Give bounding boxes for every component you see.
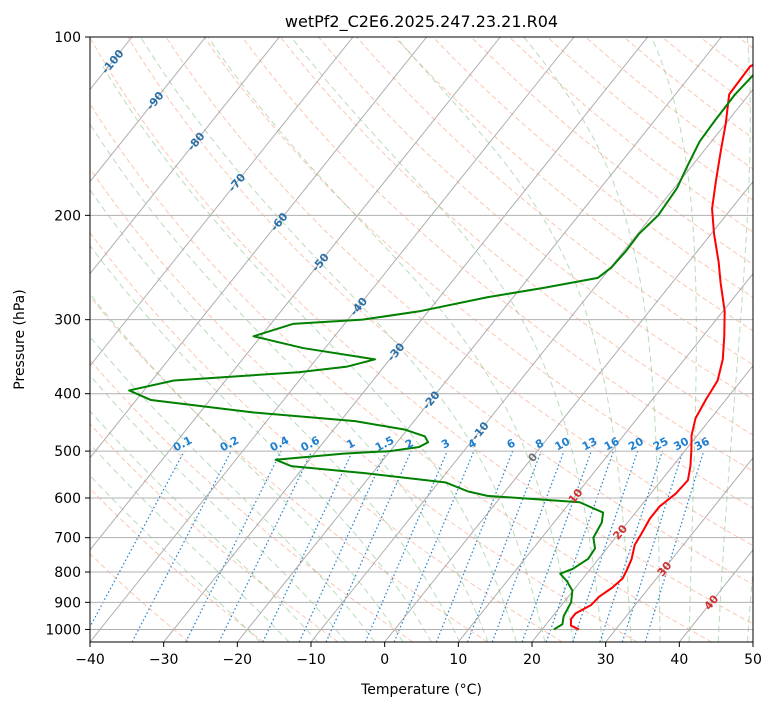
y-tick-label: 800 (54, 565, 81, 581)
dry-adiabat-line (90, 167, 638, 642)
dry-adiabat-line (394, 37, 753, 332)
moist-adiabat-line (650, 37, 697, 642)
mixing-ratio-line (364, 450, 448, 642)
x-tick-label: −30 (149, 652, 179, 668)
moist-adiabat-line (90, 123, 489, 642)
isotherm-line (90, 37, 501, 551)
dry-adiabat-line (90, 423, 339, 642)
isotherm-line (90, 37, 428, 459)
isotherm-line (384, 180, 753, 642)
sounding-traces (128, 63, 753, 631)
y-axis-label: Pressure (hPa) (12, 289, 28, 389)
temperature-trace (569, 63, 753, 631)
y-tick-label: 900 (54, 595, 81, 611)
dry-adiabat-line (279, 37, 753, 436)
mixing-ratio-line (218, 450, 313, 642)
moist-adiabat-line (90, 410, 319, 642)
x-axis-label: Temperature (°C) (360, 682, 482, 698)
dry-adiabat-line (90, 487, 264, 642)
x-tick-label: 10 (449, 652, 467, 668)
moist-adiabat-line (90, 293, 404, 642)
x-tick-label: −20 (223, 652, 253, 668)
y-tick-label: 100 (54, 30, 81, 46)
y-tick-label: 200 (54, 208, 81, 224)
mixing-ratio-line (572, 450, 639, 642)
mixing-ratio-line (521, 450, 592, 642)
isotherm-line (236, 37, 722, 642)
mixing-ratio-line (393, 450, 475, 642)
mixing-ratio-label: 13 (580, 435, 600, 454)
y-tick-label: 600 (54, 491, 81, 507)
mixing-ratio-label: 20 (626, 435, 646, 454)
moist-adiabat-line (90, 374, 347, 642)
mixing-ratio-line (599, 450, 663, 642)
isotherm-line (531, 364, 753, 642)
isotherm-line (90, 37, 280, 275)
moist-adiabat-line (102, 65, 517, 642)
y-tick-label: 500 (54, 444, 81, 460)
mixing-ratio-line (644, 450, 705, 642)
dry-adiabat-line (90, 102, 712, 642)
dry-adiabat-line (356, 37, 753, 366)
x-tick-label: 20 (523, 652, 541, 668)
x-tick-label: 50 (744, 652, 762, 668)
isotherm-line (310, 88, 753, 642)
dry-adiabat-line (90, 37, 753, 625)
mixing-ratio-label: 36 (692, 435, 712, 454)
mixing-ratio-label: 16 (602, 435, 622, 454)
mixing-ratio-label: 25 (651, 435, 671, 454)
dry-adiabat-line (241, 37, 753, 472)
mixing-ratio-label: 30 (671, 435, 691, 454)
dry-adiabat-line (90, 553, 190, 642)
mixing-ratio-line (325, 450, 412, 642)
plot-area: 0.1 0.2 0.4 0.6 1 1.5 2 3 4 6 8 10 13 16 20 25 30 36-100-… (90, 37, 753, 642)
moist-adiabat-line (523, 37, 661, 642)
isotherm-line (163, 37, 649, 642)
dry-adiabat-line (432, 37, 753, 298)
isotherm-line (90, 37, 575, 642)
moist-adiabat-line (395, 37, 632, 642)
pressure-gridlines (90, 37, 753, 630)
mixing-ratio-line (298, 450, 387, 642)
x-tick-label: −10 (296, 652, 326, 668)
y-tick-label: 700 (54, 531, 81, 547)
moist-adiabat-line (140, 37, 546, 642)
x-tick-label: −40 (75, 652, 105, 668)
y-tick-label: 300 (54, 313, 81, 329)
isotherm-line (90, 37, 354, 367)
mixing-ratio-line (545, 450, 614, 642)
dewpoint-trace (128, 73, 753, 631)
y-axis-ticks: 1000 900 800 700 600 500 400 300 200 100 (45, 30, 90, 638)
moist-adiabat-line (290, 37, 603, 642)
y-tick-label: 400 (54, 387, 81, 403)
dry-adiabat-line (90, 295, 488, 642)
dry-adiabat-line (203, 37, 753, 509)
x-tick-label: 30 (597, 652, 615, 668)
x-tick-label: 40 (670, 652, 688, 668)
moist-adiabat-line (717, 37, 751, 642)
moist-adiabat-line (207, 37, 575, 642)
mixing-ratio-label: 10 (553, 435, 573, 454)
moist-adiabat-line (90, 336, 376, 642)
isotherm-line (605, 457, 753, 642)
mixing-ratio-line (621, 450, 684, 642)
x-tick-label: 0 (380, 652, 389, 668)
x-axis-ticks: −40 −30 −20 −10 0 10 20 30 40 50 (75, 642, 762, 668)
isotherm-line (457, 272, 753, 642)
isotherms (90, 37, 753, 642)
isotherm-line (90, 37, 207, 183)
mixing-ratio-line (90, 450, 185, 629)
mixing-ratio-line (262, 450, 354, 642)
moist-adiabat-line (746, 564, 753, 642)
plot-frame (89, 36, 754, 643)
mixing-ratio-lines (90, 450, 705, 642)
chart-title: wetPf2_C2E6.2025.247.23.21.R04 (285, 12, 558, 32)
y-tick-label: 1000 (45, 622, 81, 638)
